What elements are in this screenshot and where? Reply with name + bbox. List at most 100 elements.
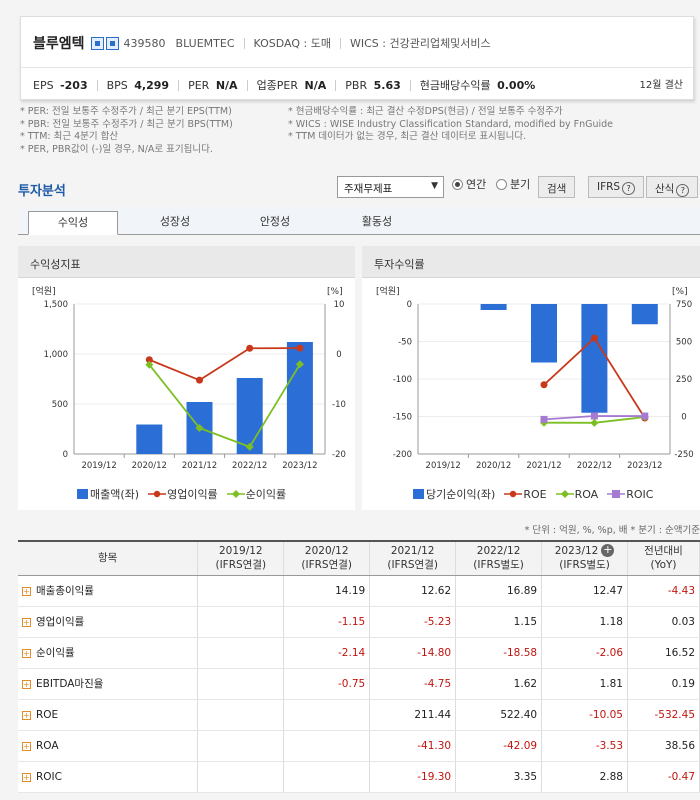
row-label-text: EBITDA마진율 xyxy=(36,678,104,690)
bar xyxy=(631,304,658,325)
expand-plus-icon[interactable]: + xyxy=(22,587,31,596)
table-cell: -532.45 xyxy=(627,699,700,731)
table-cell: 1.18 xyxy=(541,606,628,638)
left-tick-label: 1,000 xyxy=(44,350,68,360)
series-point xyxy=(641,412,649,420)
formula-label: 산식 xyxy=(655,183,675,195)
ifrs-help-button[interactable]: IFRS? xyxy=(588,176,645,198)
radio-annual-icon[interactable] xyxy=(452,178,463,190)
expand-plus-icon[interactable]: + xyxy=(601,543,615,558)
legend-item[interactable]: 순이익률 xyxy=(226,486,286,502)
metric-per: PER N/A xyxy=(188,78,238,92)
row-label[interactable]: + 매출총이익률 xyxy=(18,575,199,607)
stock-code: 439580 xyxy=(123,36,166,50)
right-tick-label: -20 xyxy=(332,450,346,460)
right-tick-label: 0 xyxy=(336,350,341,360)
metric-pbr: PBR 5.63 xyxy=(345,78,401,92)
expand-plus-icon[interactable]: + xyxy=(22,710,31,720)
bar xyxy=(136,424,163,454)
table-cell: -3.53 xyxy=(541,730,628,762)
column-header: 2023/12 + (IFRS별도) xyxy=(541,540,628,576)
x-tick-label: 2021/12 xyxy=(182,461,217,471)
formula-help-button[interactable]: 산식? xyxy=(646,176,699,198)
divider xyxy=(246,79,248,91)
legend-item[interactable]: ROE xyxy=(503,488,547,501)
metric-bps: BPS 4,299 xyxy=(106,78,170,92)
left-tick-label: -150 xyxy=(393,413,412,423)
series-point xyxy=(540,381,548,389)
table-cell: -19.30 xyxy=(369,761,457,793)
row-label[interactable]: + ROIC xyxy=(18,761,199,793)
legend-item[interactable]: 당기순이익(좌) xyxy=(412,486,495,502)
table-cell: 38.56 xyxy=(627,730,700,762)
table-cell xyxy=(197,637,285,669)
left-axis-unit: [억원] xyxy=(32,285,56,297)
table-row: + ROE 211.44 522.40 -10.05 -532.45 xyxy=(18,699,700,731)
expand-plus-icon[interactable]: + xyxy=(22,680,31,689)
table-row: + 영업이익률 -1.15 -5.23 1.15 1.18 0.03 xyxy=(18,606,700,638)
table-cell: 211.44 xyxy=(369,699,457,731)
expand-plus-icon[interactable]: + xyxy=(22,741,31,751)
legend-label: ROIC xyxy=(626,487,654,501)
tab-activity[interactable]: 활동성 xyxy=(361,215,393,228)
legend-item[interactable]: 영업이익률 xyxy=(147,486,218,502)
x-tick-label: 2019/12 xyxy=(81,461,116,471)
table-cell: -4.43 xyxy=(627,575,700,607)
radio-annual[interactable]: 연간 xyxy=(452,176,486,192)
series-point xyxy=(295,360,304,369)
row-label[interactable]: + ROA xyxy=(18,730,199,762)
left-tick-label: 1,500 xyxy=(44,300,68,310)
table-row: + ROA -41.30 -42.09 -3.53 38.56 xyxy=(18,730,700,762)
row-label-text: ROA xyxy=(36,739,59,752)
row-label[interactable]: + 순이익률 xyxy=(18,637,199,669)
table-cell xyxy=(197,699,285,731)
legend-label: ROA xyxy=(574,487,599,501)
row-label[interactable]: + 영업이익률 xyxy=(18,606,199,638)
right-tick-label: 250 xyxy=(676,375,692,385)
right-tick-label: 0 xyxy=(681,413,686,423)
footnote: * WICS : WISE Industry Classification St… xyxy=(288,118,614,130)
divider xyxy=(178,79,180,91)
question-icon: ? xyxy=(676,184,690,197)
footnote: * PER, PBR값이 (-)일 경우, N/A로 표기됩니다. xyxy=(20,143,213,155)
tab-stability[interactable]: 안정성 xyxy=(259,215,291,228)
investment-return-chart: [억원] [%] 0 750 -50 500 -100 250 -150 0 -200 -250 201… xyxy=(376,285,694,471)
wics-info: WICS : 건강관리업체및서비스 xyxy=(349,37,491,50)
building-icon[interactable] xyxy=(105,36,119,50)
table-row: + EBITDA마진율 -0.75 -4.75 1.62 1.81 0.19 xyxy=(18,668,700,700)
left-tick-label: -100 xyxy=(393,375,412,385)
expand-plus-icon[interactable]: + xyxy=(22,618,31,627)
expand-plus-icon[interactable]: + xyxy=(22,772,31,782)
table-cell: 12.62 xyxy=(369,575,457,607)
row-label[interactable]: + EBITDA마진율 xyxy=(18,668,199,700)
right-axis-unit: [%] xyxy=(327,287,343,297)
radio-quarter[interactable]: 분기 xyxy=(496,176,530,192)
divider xyxy=(335,79,337,91)
left-tick-label: 500 xyxy=(52,400,68,410)
legend-item[interactable]: ROIC xyxy=(606,488,653,501)
table-row: + 순이익률 -2.14 -14.80 -18.58 -2.06 16.52 xyxy=(18,637,700,669)
x-tick-label: 2021/12 xyxy=(526,461,561,471)
legend-item[interactable]: 매출액(좌) xyxy=(76,486,139,502)
divider xyxy=(243,37,245,49)
tab-growth[interactable]: 성장성 xyxy=(159,215,191,228)
series-point xyxy=(590,418,599,427)
expand-plus-icon[interactable]: + xyxy=(22,649,31,658)
row-label-text: 매출총이익률 xyxy=(36,585,94,597)
legend-label: 순이익률 xyxy=(245,488,287,501)
column-header: 2022/12 (IFRS별도) xyxy=(455,540,543,576)
table-cell: -10.05 xyxy=(541,699,628,731)
right-tick-label: -10 xyxy=(332,400,346,410)
search-button[interactable]: 검색 xyxy=(538,176,576,198)
row-label[interactable]: + ROE xyxy=(18,699,199,731)
statement-select[interactable]: 주재무제표 xyxy=(337,176,444,198)
market-info: KOSDAQ : 도매 xyxy=(253,37,331,50)
table-cell: -41.30 xyxy=(369,730,457,762)
legend-item[interactable]: ROA xyxy=(555,487,599,501)
company-info-row: 블루엠텍 439580 BLUEMTEC KOSDAQ : 도매 WICS : … xyxy=(33,33,491,53)
tab-profitability[interactable]: 수익성 xyxy=(28,211,118,235)
radio-quarter-icon[interactable] xyxy=(496,178,507,190)
company-eng-name: BLUEMTEC xyxy=(175,36,235,50)
series-point xyxy=(296,344,304,352)
home-icon[interactable] xyxy=(90,36,104,50)
